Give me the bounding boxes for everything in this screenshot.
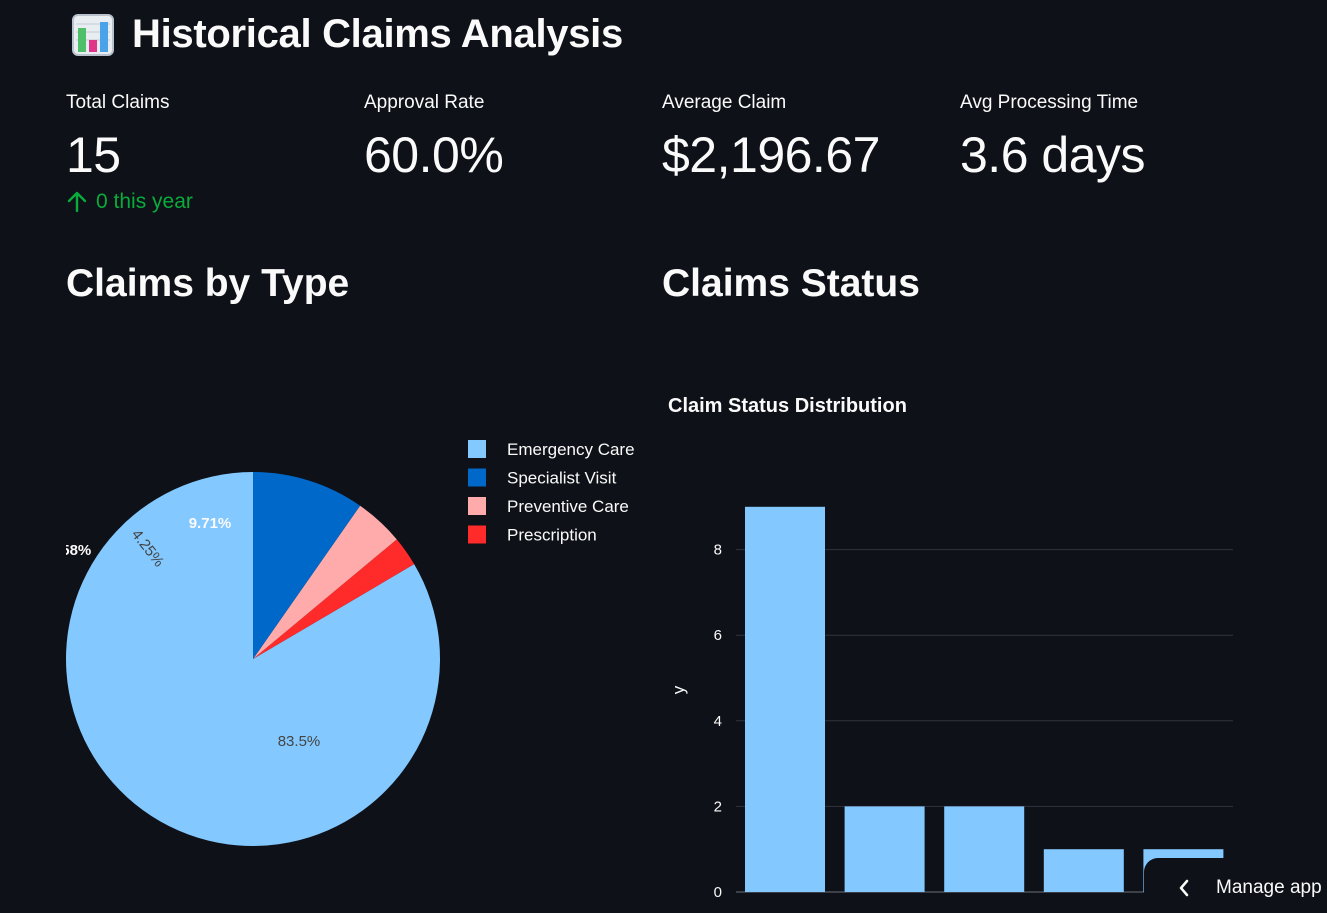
section-title-claims-status: Claims Status	[662, 262, 920, 305]
metric-label: Total Claims	[66, 92, 170, 113]
metric-approval-rate: Approval Rate 60.0%	[364, 92, 504, 184]
metric-average-claim: Average Claim $2,196.67	[662, 92, 880, 184]
y-tick-label: 0	[714, 884, 722, 901]
pie-slices-group: 83.5%2.58% 4.25%9.71%	[49, 472, 440, 846]
metric-label: Approval Rate	[364, 92, 485, 113]
legend-label-emergency-care: Emergency Care	[507, 440, 635, 459]
legend-swatch-preventive-care	[468, 497, 486, 515]
y-tick-label: 8	[714, 542, 722, 559]
bar	[745, 506, 825, 892]
bar	[844, 806, 925, 892]
legend-swatch-specialist-visit	[468, 468, 486, 487]
manage-app-label: Manage app	[1216, 877, 1322, 898]
pie-slice-emergency-care	[66, 472, 440, 846]
bar	[1043, 849, 1124, 892]
metric-total-claims: Total Claims 15 0 this year	[66, 92, 193, 214]
pie-label-emergency-care: 83.5%	[278, 733, 321, 750]
metric-label: Average Claim	[662, 92, 787, 113]
legend-label-specialist-visit: Specialist Visit	[507, 469, 617, 488]
legend-label-preventive-care: Preventive Care	[507, 497, 629, 516]
y-tick-label: 6	[714, 627, 722, 644]
metric-value: 60.0%	[364, 127, 504, 183]
legend-label-prescription: Prescription	[507, 526, 597, 545]
section-title-claims-by-type: Claims by Type	[66, 262, 350, 305]
chevron-left-icon	[1179, 879, 1189, 897]
metric-value: $2,196.67	[662, 127, 880, 183]
bar-chart-title: Claim Status Distribution	[668, 395, 907, 417]
bar-chart-icon	[72, 13, 114, 56]
page-header: Historical Claims Analysis	[72, 12, 623, 57]
pie-slice-preventive-care	[253, 505, 397, 659]
pie-slice-specialist-visit	[253, 472, 361, 659]
manage-app-button[interactable]: Manage app	[1144, 858, 1327, 913]
claims-by-type-pie-chart: 83.5%2.58% 4.25%9.71%Emergency CareSpecia…	[49, 440, 635, 846]
pie-label-prescription: 2.58%	[49, 542, 92, 559]
arrow-up-icon	[67, 191, 87, 213]
y-tick-label: 2	[714, 798, 722, 815]
pie-slice-prescription	[253, 539, 415, 659]
metric-delta: 0 this year	[66, 190, 193, 214]
y-tick-label: 4	[714, 713, 722, 730]
metric-value: 15	[66, 127, 121, 183]
legend-swatch-prescription	[468, 525, 486, 544]
bar	[944, 806, 1025, 892]
metric-label: Avg Processing Time	[960, 92, 1139, 113]
pie-label-specialist-visit: 9.71%	[189, 515, 232, 532]
legend-swatch-emergency-care	[468, 440, 486, 458]
y-axis-label: y	[669, 685, 688, 694]
metric-avg-processing-time: Avg Processing Time 3.6 days	[960, 92, 1146, 184]
page-title: Historical Claims Analysis	[132, 12, 623, 56]
claim-status-bar-chart: Claim Status Distribution 0 2 4 6 8 y	[668, 395, 1233, 901]
metric-delta-text: 0 this year	[96, 190, 193, 213]
metric-value: 3.6 days	[960, 127, 1146, 183]
